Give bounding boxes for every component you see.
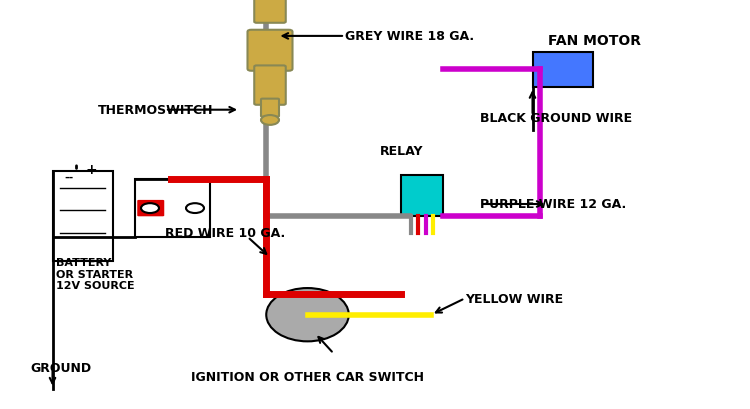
- FancyBboxPatch shape: [401, 176, 442, 217]
- FancyBboxPatch shape: [254, 66, 286, 106]
- Text: YELLOW WIRE: YELLOW WIRE: [465, 292, 563, 305]
- Text: IGNITION OR OTHER CAR SWITCH: IGNITION OR OTHER CAR SWITCH: [191, 370, 424, 383]
- FancyBboxPatch shape: [532, 53, 592, 88]
- Text: PURPLE WIRE 12 GA.: PURPLE WIRE 12 GA.: [480, 198, 626, 211]
- Text: RED WIRE 10 GA.: RED WIRE 10 GA.: [165, 227, 285, 240]
- Ellipse shape: [266, 288, 349, 342]
- FancyBboxPatch shape: [137, 200, 164, 217]
- FancyBboxPatch shape: [261, 99, 279, 117]
- Circle shape: [261, 116, 279, 126]
- Text: GREY WIRE 18 GA.: GREY WIRE 18 GA.: [345, 30, 474, 43]
- FancyBboxPatch shape: [248, 31, 292, 72]
- Text: GROUND: GROUND: [30, 362, 92, 375]
- Circle shape: [141, 204, 159, 213]
- Text: BLACK GROUND WIRE: BLACK GROUND WIRE: [480, 112, 632, 125]
- Text: BATTERY
OR STARTER
12V SOURCE: BATTERY OR STARTER 12V SOURCE: [56, 258, 135, 290]
- Text: RELAY: RELAY: [380, 145, 423, 158]
- Circle shape: [186, 204, 204, 213]
- FancyBboxPatch shape: [53, 172, 112, 262]
- Text: THERMOSWITCH: THERMOSWITCH: [98, 104, 213, 117]
- FancyBboxPatch shape: [254, 0, 286, 24]
- Text: --: --: [64, 172, 74, 182]
- Text: FAN MOTOR: FAN MOTOR: [548, 34, 640, 48]
- Text: +: +: [86, 163, 98, 177]
- FancyBboxPatch shape: [135, 180, 210, 237]
